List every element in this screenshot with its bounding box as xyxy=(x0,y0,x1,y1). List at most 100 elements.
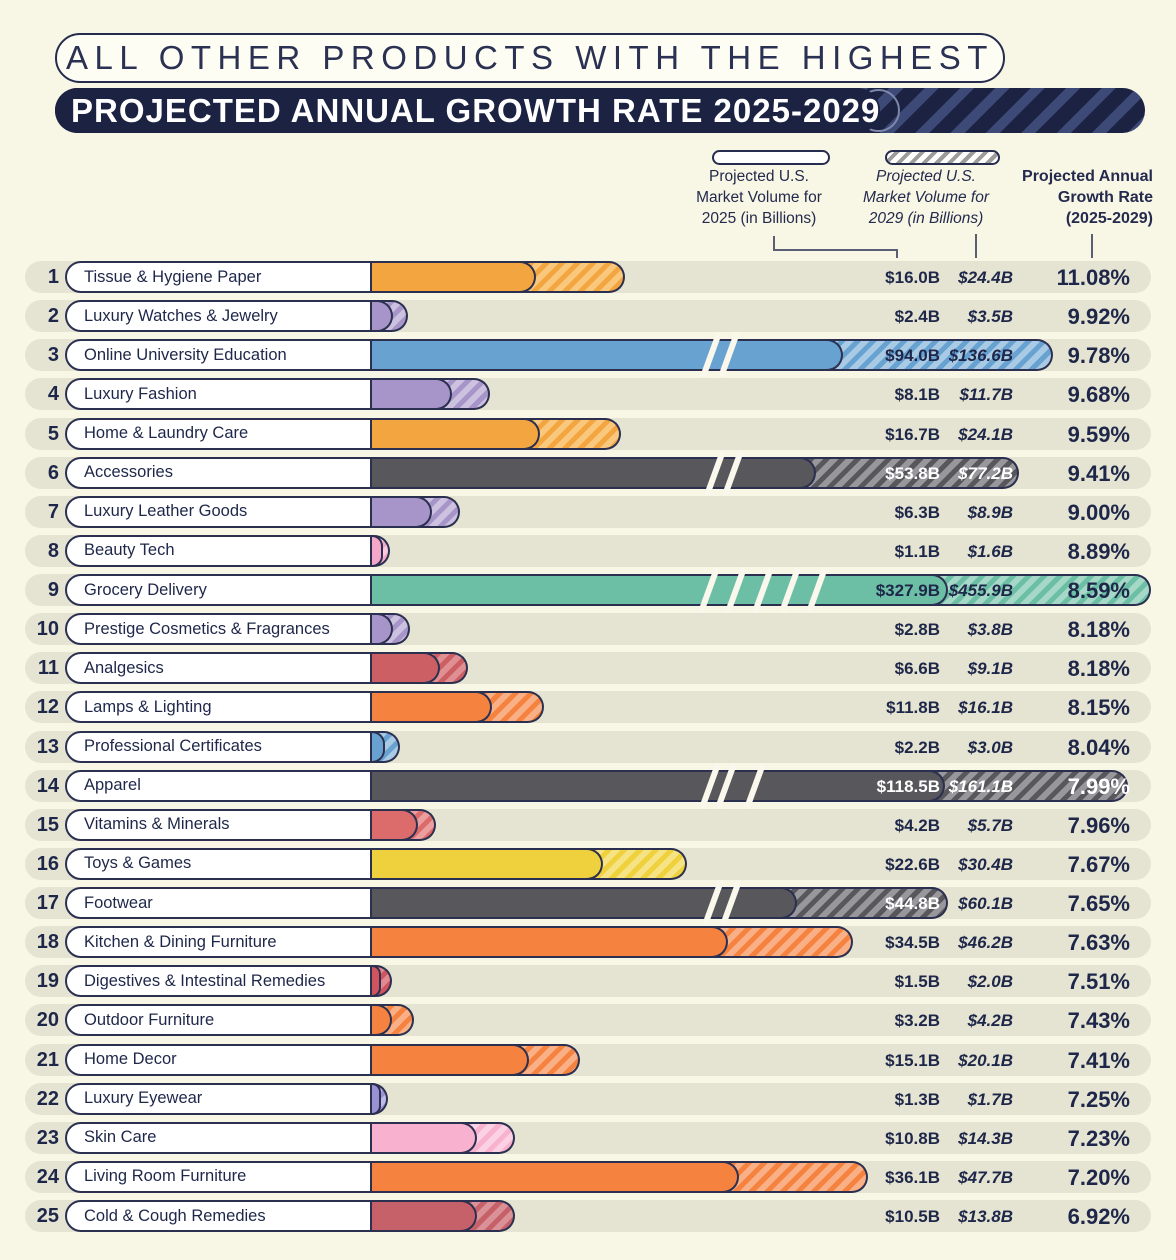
product-row: 10 Prestige Cosmetics & Fragrances $2.8B… xyxy=(25,613,1151,646)
legend-label-2025: Projected U.S. Market Volume for 2025 (i… xyxy=(696,168,822,227)
growth-rate: 9.92% xyxy=(1067,304,1130,330)
product-row: 24 Living Room Furniture $36.1B $47.7B 7… xyxy=(25,1160,1151,1193)
growth-rate: 6.92% xyxy=(1067,1204,1130,1230)
growth-rate: 8.89% xyxy=(1067,538,1130,564)
value-2029: $14.3B xyxy=(958,1128,1013,1148)
value-2025: $2.4B xyxy=(894,307,940,327)
value-2025: $8.1B xyxy=(894,385,940,405)
value-2025: $2.2B xyxy=(894,737,940,757)
title-banner-main: PROJECTED ANNUAL GROWTH RATE 2025-2029 xyxy=(55,88,1145,133)
product-label-pill: Tissue & Hygiene Paper xyxy=(65,261,372,293)
value-2025: $327.9B xyxy=(875,581,940,601)
product-row: 5 Home & Laundry Care $16.7B $24.1B 9.59… xyxy=(25,417,1151,450)
rank-number: 25 xyxy=(36,1205,59,1228)
rank-number: 12 xyxy=(36,696,59,719)
legend-connector-2025-vertical xyxy=(773,236,775,250)
bar-2025-solid xyxy=(372,261,536,293)
value-2029: $46.2B xyxy=(958,933,1013,953)
legend-label-2029: Projected U.S. Market Volume for 2029 (i… xyxy=(862,168,990,227)
product-label: Accessories xyxy=(84,463,173,482)
product-row: 14 Apparel $118.5B $161.1B 7.99% xyxy=(25,763,1151,809)
growth-rate: 8.04% xyxy=(1067,734,1130,760)
product-label-pill: Living Room Furniture xyxy=(65,1160,372,1193)
product-row: 12 Lamps & Lighting $11.8B $16.1B 8.15% xyxy=(25,691,1151,724)
product-label: Luxury Watches & Jewelry xyxy=(84,306,278,325)
value-2029: $1.6B xyxy=(967,541,1013,561)
value-2029: $9.1B xyxy=(967,659,1013,679)
bar-2025-solid xyxy=(372,495,432,528)
bar-2025-solid xyxy=(372,1121,477,1154)
product-label-pill: Skin Care xyxy=(65,1121,372,1154)
growth-rate: 9.41% xyxy=(1067,460,1130,486)
bar-2025-solid xyxy=(372,965,381,998)
value-2029: $47.7B xyxy=(958,1167,1013,1187)
product-label-pill: Footwear xyxy=(65,887,372,920)
product-label-pill: Analgesics xyxy=(65,652,372,685)
value-2029: $3.5B xyxy=(967,307,1013,327)
growth-rate: 7.65% xyxy=(1067,891,1130,917)
product-row: 7 Luxury Leather Goods $6.3B $8.9B 9.00% xyxy=(25,495,1151,528)
bar-2025-solid xyxy=(372,339,843,372)
value-2029: $161.1B xyxy=(948,776,1013,796)
rank-number: 13 xyxy=(36,735,59,758)
growth-rate: 7.67% xyxy=(1067,851,1130,877)
product-row: 20 Outdoor Furniture $3.2B $4.2B 7.43% xyxy=(25,1004,1151,1037)
chart-rows: 1 Tissue & Hygiene Paper $16.0B $24.4B 1… xyxy=(25,261,1151,1236)
bar-2025-solid xyxy=(372,769,945,802)
growth-rate: 7.51% xyxy=(1067,969,1130,995)
value-2029: $20.1B xyxy=(958,1050,1013,1070)
product-label: Online University Education xyxy=(84,345,287,364)
product-label: Footwear xyxy=(84,893,153,912)
product-label: Living Room Furniture xyxy=(84,1167,247,1186)
rank-number: 3 xyxy=(47,344,59,367)
rank-number: 11 xyxy=(37,657,59,680)
value-2029: $3.8B xyxy=(967,620,1013,640)
rank-number: 8 xyxy=(47,539,59,562)
product-row: 23 Skin Care $10.8B $14.3B 7.23% xyxy=(25,1121,1151,1154)
product-label-pill: Vitamins & Minerals xyxy=(65,808,372,841)
legend-label-growth: Projected Annual Growth Rate (2025-2029) xyxy=(1022,168,1153,227)
product-label-pill: Toys & Games xyxy=(65,847,372,880)
value-2029: $5.7B xyxy=(967,815,1013,835)
value-2029: $3.0B xyxy=(967,737,1013,757)
bar-2025-solid xyxy=(372,808,418,841)
product-label-pill: Home & Laundry Care xyxy=(65,417,372,450)
value-2029: $16.1B xyxy=(958,698,1013,718)
product-label: Professional Certificates xyxy=(84,737,262,756)
value-2025: $10.5B xyxy=(885,1207,940,1227)
value-2025: $1.5B xyxy=(894,972,940,992)
bar-2025-solid xyxy=(372,456,816,489)
value-2025: $16.7B xyxy=(885,424,940,444)
value-2029: $8.9B xyxy=(967,502,1013,522)
growth-rate: 9.59% xyxy=(1067,421,1130,447)
value-2029: $24.1B xyxy=(958,424,1013,444)
rank-number: 14 xyxy=(36,774,59,797)
product-row: 2 Luxury Watches & Jewelry $2.4B $3.5B 9… xyxy=(25,300,1151,333)
rank-number: 2 xyxy=(47,305,59,328)
growth-rate: 7.43% xyxy=(1067,1008,1130,1034)
value-2025: $6.6B xyxy=(894,659,940,679)
value-2029: $77.2B xyxy=(958,463,1013,483)
value-2025: $22.6B xyxy=(885,854,940,874)
legend-connector-2025-drop xyxy=(896,249,898,258)
bar-2025-solid xyxy=(372,926,728,959)
growth-rate: 9.00% xyxy=(1067,499,1130,525)
title-line2: PROJECTED ANNUAL GROWTH RATE 2025-2029 xyxy=(71,91,881,129)
value-2029: $2.0B xyxy=(967,972,1013,992)
product-row: 16 Toys & Games $22.6B $30.4B 7.67% xyxy=(25,847,1151,880)
growth-rate: 7.23% xyxy=(1067,1125,1130,1151)
product-label: Home Decor xyxy=(84,1050,177,1069)
product-label-pill: Prestige Cosmetics & Fragrances xyxy=(65,613,372,646)
bar-2025-solid xyxy=(372,574,948,607)
title-banner-top: ALL OTHER PRODUCTS WITH THE HIGHEST xyxy=(55,33,1005,83)
growth-rate: 7.41% xyxy=(1067,1047,1130,1073)
product-row: 21 Home Decor $15.1B $20.1B 7.41% xyxy=(25,1043,1151,1076)
product-label: Apparel xyxy=(84,776,141,795)
value-2025: $36.1B xyxy=(885,1167,940,1187)
rank-number: 16 xyxy=(36,852,59,875)
rank-number: 10 xyxy=(36,618,59,641)
value-2025: $44.8B xyxy=(885,894,940,914)
growth-rate: 8.18% xyxy=(1067,617,1130,643)
value-2025: $2.8B xyxy=(894,620,940,640)
